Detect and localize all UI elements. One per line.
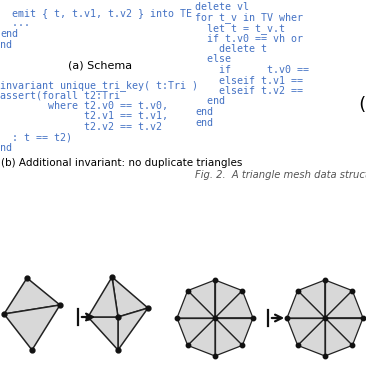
Polygon shape — [298, 318, 325, 356]
Text: (a) Schema: (a) Schema — [68, 60, 132, 70]
Polygon shape — [287, 318, 325, 346]
Polygon shape — [215, 291, 253, 318]
Text: invariant unique_tri_key( t:Tri ): invariant unique_tri_key( t:Tri ) — [0, 80, 198, 91]
Polygon shape — [298, 280, 325, 318]
Text: end: end — [195, 107, 213, 117]
Text: emit { t, t.v1, t.v2 } into TE: emit { t, t.v1, t.v2 } into TE — [0, 8, 192, 18]
Text: Fig. 2.  A triangle mesh data structur: Fig. 2. A triangle mesh data structur — [195, 171, 366, 180]
Polygon shape — [177, 318, 215, 346]
Polygon shape — [287, 291, 325, 318]
Text: for t_v in TV wher: for t_v in TV wher — [195, 12, 303, 23]
Text: end: end — [0, 29, 18, 39]
Text: else: else — [195, 55, 231, 64]
Text: if t.v0 == vh or: if t.v0 == vh or — [195, 34, 303, 44]
Text: (b) Additional invariant: no duplicate triangles: (b) Additional invariant: no duplicate t… — [1, 157, 242, 168]
Polygon shape — [88, 277, 118, 317]
Polygon shape — [4, 305, 60, 350]
Polygon shape — [188, 318, 215, 356]
Text: where t2.v0 == t.v0,: where t2.v0 == t.v0, — [0, 101, 168, 111]
Text: assert(forall t2:Tri: assert(forall t2:Tri — [0, 90, 120, 101]
Text: nd: nd — [0, 143, 12, 153]
Text: t2.v1 == t.v1,: t2.v1 == t.v1, — [0, 112, 168, 122]
Polygon shape — [88, 317, 118, 350]
Polygon shape — [215, 318, 253, 346]
Polygon shape — [325, 280, 352, 318]
Polygon shape — [325, 318, 352, 356]
Polygon shape — [177, 291, 215, 318]
Text: end: end — [195, 117, 213, 127]
Text: if      t.v0 ==: if t.v0 == — [195, 65, 309, 75]
Text: : t == t2): : t == t2) — [0, 132, 72, 142]
Polygon shape — [188, 280, 215, 318]
Polygon shape — [112, 277, 148, 317]
Text: delete vl: delete vl — [195, 2, 249, 12]
Text: elseif t.v2 ==: elseif t.v2 == — [195, 86, 303, 96]
Text: end: end — [195, 97, 225, 107]
Polygon shape — [4, 278, 60, 314]
Text: t2.v2 == t.v2: t2.v2 == t.v2 — [0, 122, 162, 132]
Text: nd: nd — [0, 40, 12, 49]
Polygon shape — [325, 318, 363, 346]
Polygon shape — [215, 280, 242, 318]
Text: (: ( — [356, 97, 366, 115]
Text: delete t: delete t — [195, 44, 267, 54]
Polygon shape — [215, 318, 242, 356]
Text: let t = t_v.t: let t = t_v.t — [195, 23, 285, 34]
Text: elseif t.v1 ==: elseif t.v1 == — [195, 75, 303, 86]
Polygon shape — [325, 291, 363, 318]
Text: ...: ... — [0, 19, 30, 29]
Polygon shape — [118, 308, 148, 350]
